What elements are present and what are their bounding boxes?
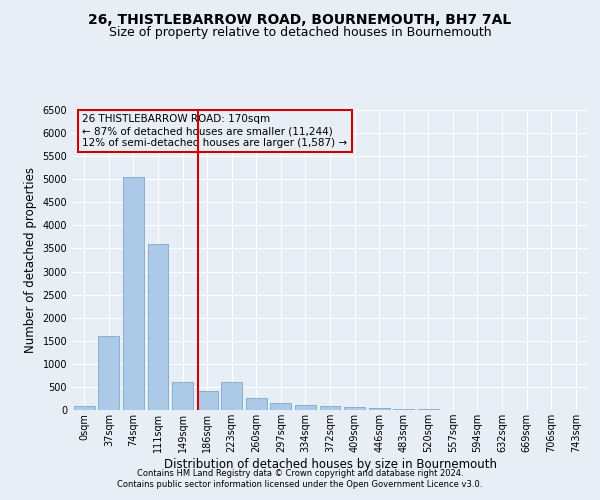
Bar	[123, 177, 144, 410]
Bar	[344, 408, 365, 410]
Text: Contains public sector information licensed under the Open Government Licence v3: Contains public sector information licen…	[118, 480, 482, 489]
Bar	[246, 398, 267, 410]
Bar	[98, 336, 119, 410]
Bar	[148, 244, 169, 410]
Bar	[221, 382, 242, 410]
Bar	[393, 408, 414, 410]
Text: 26, THISTLEBARROW ROAD, BOURNEMOUTH, BH7 7AL: 26, THISTLEBARROW ROAD, BOURNEMOUTH, BH7…	[88, 12, 512, 26]
Bar	[418, 409, 439, 410]
Bar	[271, 403, 292, 410]
Text: Contains HM Land Registry data © Crown copyright and database right 2024.: Contains HM Land Registry data © Crown c…	[137, 468, 463, 477]
Bar	[172, 382, 193, 410]
Bar	[74, 406, 95, 410]
Bar	[295, 406, 316, 410]
Y-axis label: Number of detached properties: Number of detached properties	[24, 167, 37, 353]
Text: 26 THISTLEBARROW ROAD: 170sqm
← 87% of detached houses are smaller (11,244)
12% : 26 THISTLEBARROW ROAD: 170sqm ← 87% of d…	[82, 114, 347, 148]
Bar	[320, 406, 340, 410]
Bar	[197, 390, 218, 410]
Bar	[368, 408, 389, 410]
Text: Size of property relative to detached houses in Bournemouth: Size of property relative to detached ho…	[109, 26, 491, 39]
X-axis label: Distribution of detached houses by size in Bournemouth: Distribution of detached houses by size …	[163, 458, 497, 471]
